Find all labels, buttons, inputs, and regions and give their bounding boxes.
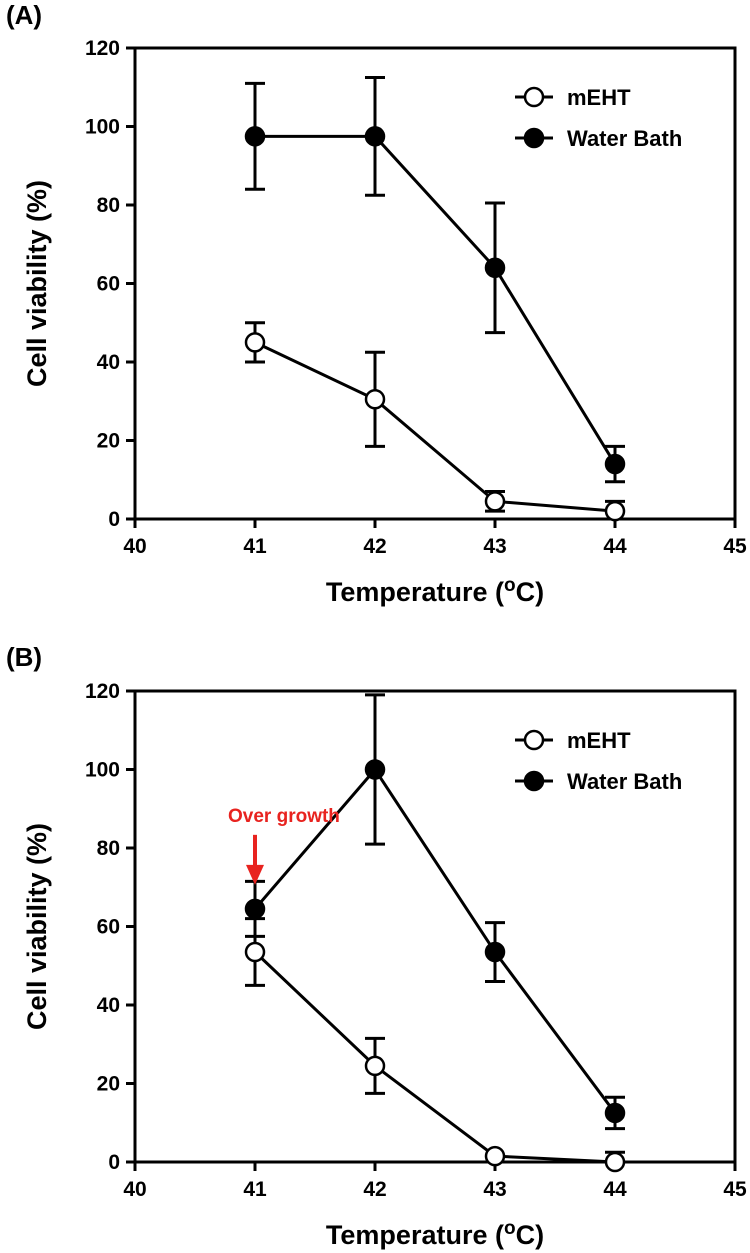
annotation-over-growth: Over growth bbox=[228, 806, 340, 885]
x-tick-label: 41 bbox=[243, 535, 267, 558]
data-point-water-bath bbox=[484, 941, 506, 963]
data-point-mEHT bbox=[364, 1055, 386, 1077]
legend-label: mEHT bbox=[567, 728, 631, 753]
y-tick-label: 40 bbox=[97, 994, 120, 1017]
x-tick-label: 43 bbox=[483, 1178, 506, 1201]
data-point-water-bath bbox=[244, 126, 266, 147]
legend-item-water-bath: Water Bath bbox=[515, 126, 682, 151]
y-tick-label: 0 bbox=[108, 508, 120, 531]
data-point-water-bath bbox=[604, 453, 626, 475]
legend-item-mEHT: mEHT bbox=[515, 728, 631, 753]
y-tick-label: 100 bbox=[85, 759, 120, 782]
x-tick-label: 40 bbox=[123, 1178, 146, 1201]
legend-label: mEHT bbox=[567, 85, 631, 110]
y-tick-label: 60 bbox=[97, 916, 120, 939]
legend-item-water-bath: Water Bath bbox=[515, 769, 682, 794]
y-axis-title: Cell viability (%) bbox=[22, 823, 52, 1030]
x-axis-title: Temperature (oC) bbox=[326, 1218, 544, 1251]
data-point-mEHT bbox=[244, 941, 266, 963]
series-water-bath bbox=[244, 75, 626, 484]
data-point-mEHT bbox=[484, 491, 506, 512]
data-point-water-bath bbox=[604, 1102, 626, 1124]
x-tick-label: 42 bbox=[363, 535, 386, 558]
legend-marker bbox=[523, 729, 545, 751]
series-line-water-bath bbox=[253, 767, 617, 1114]
legend-item-mEHT: mEHT bbox=[515, 85, 631, 110]
plot-frame bbox=[133, 689, 737, 1164]
legend-marker bbox=[523, 86, 545, 108]
x-tick-label: 43 bbox=[483, 535, 506, 558]
data-point-mEHT bbox=[364, 389, 386, 410]
y-tick-label: 80 bbox=[97, 837, 120, 860]
y-tick-label: 120 bbox=[85, 37, 120, 60]
panel-label: (B) bbox=[6, 642, 42, 672]
y-tick-label: 80 bbox=[97, 194, 120, 217]
legend-label: Water Bath bbox=[567, 769, 682, 794]
legend-marker bbox=[523, 127, 545, 149]
x-tick-label: 44 bbox=[603, 1178, 627, 1201]
x-axis-title: Temperature (oC) bbox=[326, 575, 544, 608]
x-tick-label: 44 bbox=[603, 535, 627, 558]
data-point-mEHT bbox=[604, 500, 626, 522]
y-tick-label: 0 bbox=[108, 1151, 120, 1174]
series-water-bath bbox=[244, 693, 626, 1131]
y-tick-label: 40 bbox=[97, 351, 120, 374]
series-line-mEHT bbox=[253, 950, 616, 1164]
annotation-arrow-head bbox=[246, 864, 264, 885]
legend-marker bbox=[523, 770, 545, 792]
series-mEHT bbox=[244, 917, 626, 1173]
data-point-mEHT bbox=[604, 1151, 626, 1173]
data-point-water-bath bbox=[484, 257, 506, 279]
annotation-text: Over growth bbox=[228, 806, 340, 827]
series-line-water-bath bbox=[255, 134, 617, 465]
legend-label: Water Bath bbox=[567, 126, 682, 151]
y-tick-label: 20 bbox=[97, 430, 120, 453]
x-tick-label: 40 bbox=[123, 535, 146, 558]
x-tick-label: 42 bbox=[363, 1178, 386, 1201]
data-point-mEHT bbox=[244, 332, 266, 353]
series-line-mEHT bbox=[254, 341, 616, 513]
data-point-water-bath bbox=[364, 759, 386, 780]
data-point-water-bath bbox=[364, 126, 386, 147]
chart-panel-a: (A) 0 20 40 60 80 100 120 40 41 42 43 44 45 Cell viabi… bbox=[6, 0, 747, 607]
y-axis-title: Cell viability (%) bbox=[22, 180, 52, 387]
y-tick-label: 20 bbox=[97, 1073, 120, 1096]
x-tick-label: 45 bbox=[723, 535, 747, 558]
x-tick-label: 45 bbox=[723, 1178, 747, 1201]
y-tick-label: 60 bbox=[97, 273, 120, 296]
x-tick-label: 41 bbox=[243, 1178, 267, 1201]
panel-label: (A) bbox=[6, 0, 42, 30]
y-tick-label: 120 bbox=[85, 680, 120, 703]
chart-panel-b: (B) 0 20 40 60 80 100 120 40 41 42 43 44 45 Cell viabi… bbox=[6, 642, 747, 1250]
y-tick-label: 100 bbox=[85, 116, 120, 139]
data-point-water-bath bbox=[244, 898, 266, 920]
series-mEHT bbox=[244, 321, 626, 522]
data-point-mEHT bbox=[484, 1145, 506, 1167]
